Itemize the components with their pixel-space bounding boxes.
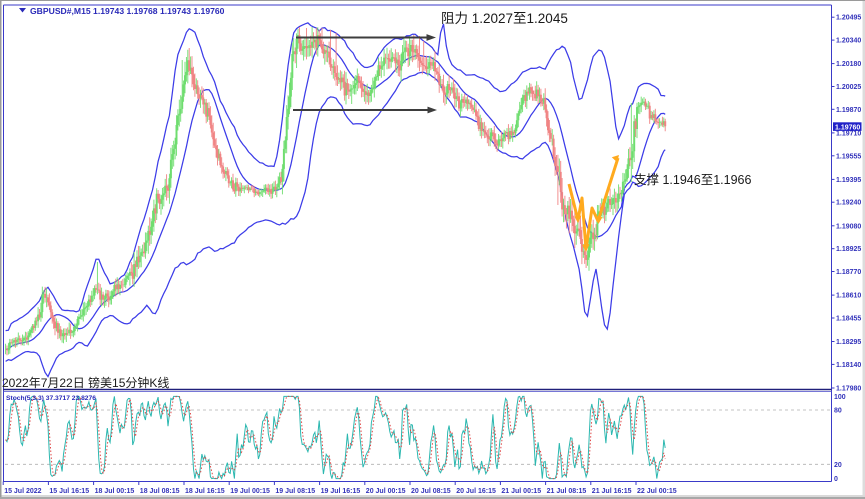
- svg-text:19 Jul 08:15: 19 Jul 08:15: [275, 488, 315, 495]
- svg-text:19 Jul 16:15: 19 Jul 16:15: [321, 488, 361, 495]
- svg-text:18 Jul 16:15: 18 Jul 16:15: [185, 488, 225, 495]
- svg-text:20 Jul 08:15: 20 Jul 08:15: [411, 488, 451, 495]
- svg-text:1.19395: 1.19395: [836, 177, 861, 184]
- svg-text:20: 20: [834, 462, 842, 469]
- svg-text:21 Jul 16:15: 21 Jul 16:15: [592, 488, 632, 495]
- svg-text:1.18925: 1.18925: [836, 246, 861, 253]
- svg-text:Stoch(5,3,3) 37.3717 23.8276: Stoch(5,3,3) 37.3717 23.8276: [6, 395, 96, 402]
- svg-text:80: 80: [834, 408, 842, 415]
- svg-text:1.18455: 1.18455: [836, 316, 861, 323]
- svg-text:18 Jul 08:15: 18 Jul 08:15: [140, 488, 180, 495]
- svg-text:19 Jul 00:15: 19 Jul 00:15: [230, 488, 270, 495]
- svg-text:21 Jul 08:15: 21 Jul 08:15: [547, 488, 587, 495]
- svg-text:1.18295: 1.18295: [836, 339, 861, 346]
- svg-text:1.19555: 1.19555: [836, 153, 861, 160]
- svg-text:15 Jul 2022: 15 Jul 2022: [4, 488, 41, 495]
- svg-text:1.20340: 1.20340: [836, 38, 861, 45]
- svg-text:1.19710: 1.19710: [836, 130, 861, 137]
- svg-text:1.20180: 1.20180: [836, 61, 861, 68]
- svg-text:1.19080: 1.19080: [836, 223, 861, 230]
- svg-text:1.18140: 1.18140: [836, 362, 861, 369]
- svg-text:阻力 1.2027至1.2045: 阻力 1.2027至1.2045: [441, 11, 568, 26]
- svg-text:1.18610: 1.18610: [836, 293, 861, 300]
- svg-text:2022年7月22日 镑美15分钟K线: 2022年7月22日 镑美15分钟K线: [2, 375, 169, 390]
- svg-text:1.17980: 1.17980: [836, 386, 861, 393]
- svg-text:15 Jul 16:15: 15 Jul 16:15: [49, 488, 89, 495]
- svg-text:支撑 1.1946至1.1966: 支撑 1.1946至1.1966: [634, 172, 751, 187]
- svg-text:1.19870: 1.19870: [836, 107, 861, 114]
- svg-text:22 Jul 00:15: 22 Jul 00:15: [637, 488, 677, 495]
- svg-text:1.20025: 1.20025: [836, 84, 861, 91]
- svg-text:GBPUSD#,M15 1.19743 1.19768 1: GBPUSD#,M15 1.19743 1.19768 1.19743 1.19…: [30, 6, 225, 16]
- svg-text:0: 0: [834, 476, 838, 483]
- svg-text:1.19240: 1.19240: [836, 200, 861, 207]
- svg-text:1.18770: 1.18770: [836, 269, 861, 276]
- svg-text:1.19760: 1.19760: [835, 124, 860, 131]
- svg-text:21 Jul 00:15: 21 Jul 00:15: [501, 488, 541, 495]
- svg-text:100: 100: [834, 394, 846, 401]
- svg-text:20 Jul 00:15: 20 Jul 00:15: [366, 488, 406, 495]
- svg-text:18 Jul 00:15: 18 Jul 00:15: [95, 488, 135, 495]
- svg-text:1.20495: 1.20495: [836, 15, 861, 22]
- svg-text:20 Jul 16:15: 20 Jul 16:15: [456, 488, 496, 495]
